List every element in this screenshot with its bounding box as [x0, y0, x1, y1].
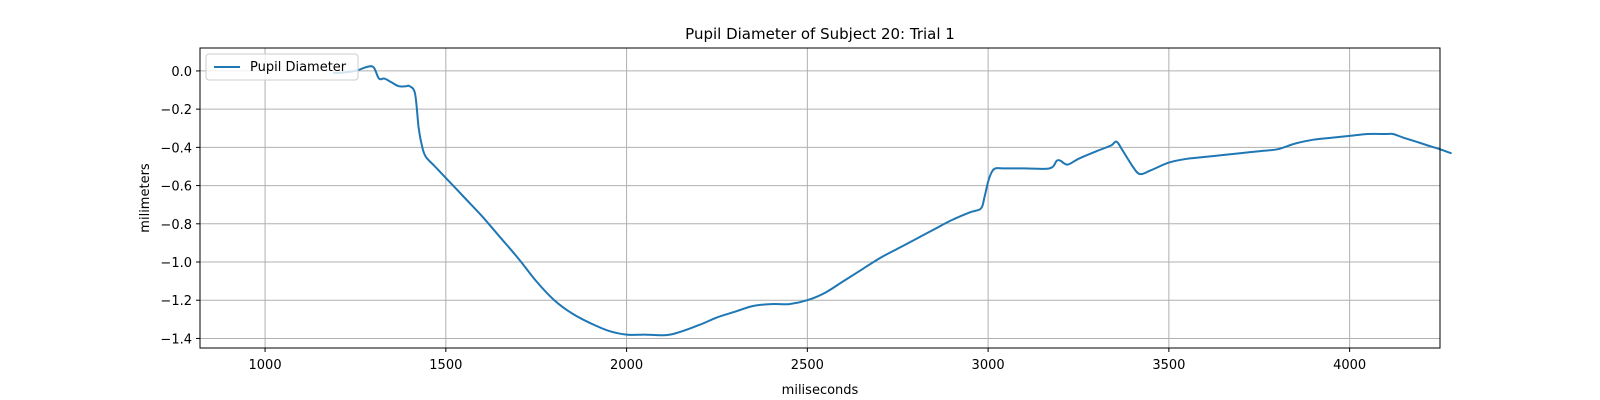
y-tick-label: −1.2 — [160, 294, 192, 309]
x-tick-label: 3000 — [972, 358, 1005, 373]
y-tick-label: −0.8 — [160, 218, 192, 233]
y-tick-label: −0.4 — [160, 141, 192, 156]
x-axis-ticks: 1000 1500 2000 2500 3000 3500 4000 — [249, 348, 1366, 373]
x-tick-label: 4000 — [1333, 358, 1366, 373]
x-tick-label: 3500 — [1152, 358, 1185, 373]
y-tick-label: −1.4 — [160, 332, 192, 347]
x-axis-label: miliseconds — [782, 383, 859, 398]
legend-label: Pupil Diameter — [250, 60, 347, 75]
y-tick-label: −0.2 — [160, 103, 192, 118]
axes-background — [200, 48, 1440, 348]
x-tick-label: 2500 — [791, 358, 824, 373]
x-tick-label: 1000 — [249, 358, 282, 373]
legend: Pupil Diameter — [205, 53, 359, 81]
plot-area — [199, 47, 1452, 349]
x-tick-label: 2000 — [610, 358, 643, 373]
axes-frame — [199, 47, 1441, 349]
x-tick-label: 1500 — [429, 358, 462, 373]
legend-box — [205, 53, 359, 81]
y-tick-label: −0.6 — [160, 180, 192, 195]
grid — [200, 48, 1440, 348]
y-tick-label: −1.0 — [160, 256, 192, 271]
series-line-pupil-diameter — [332, 65, 1452, 337]
y-axis-ticks: 0.0 −0.2 −0.4 −0.6 −0.8 −1.0 −1.2 −1.4 — [160, 65, 200, 347]
series-layer — [332, 65, 1452, 337]
chart-title: Pupil Diameter of Subject 20: Trial 1 — [685, 25, 955, 43]
y-tick-label: 0.0 — [171, 65, 192, 80]
y-axis-label: milimeters — [138, 163, 153, 233]
